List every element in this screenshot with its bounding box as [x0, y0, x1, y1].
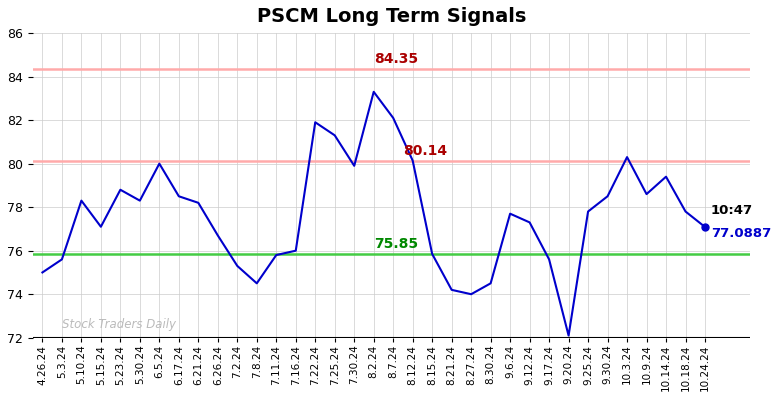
Text: 75.85: 75.85	[374, 237, 418, 252]
Text: 84.35: 84.35	[374, 53, 418, 66]
Text: 10:47: 10:47	[711, 204, 753, 217]
Text: 80.14: 80.14	[403, 144, 447, 158]
Title: PSCM Long Term Signals: PSCM Long Term Signals	[256, 7, 526, 26]
Text: 77.0887: 77.0887	[711, 227, 771, 240]
Text: Stock Traders Daily: Stock Traders Daily	[62, 318, 176, 331]
